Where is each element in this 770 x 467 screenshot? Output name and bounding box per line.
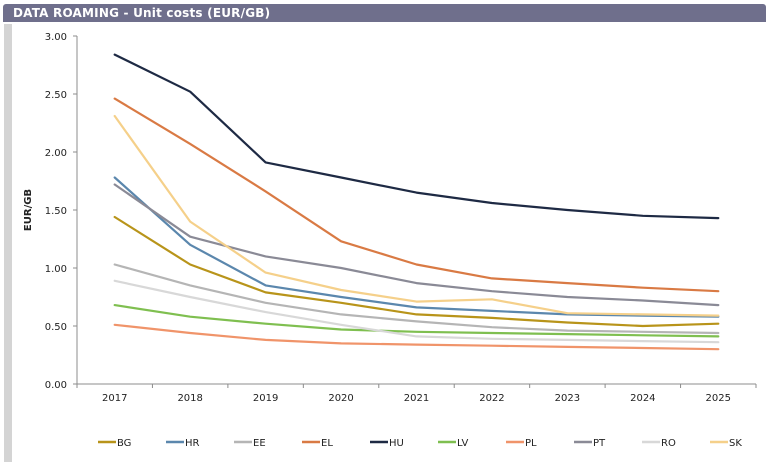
y-tick-label: 3.00 <box>45 32 67 43</box>
y-tick-label: 2.50 <box>45 90 67 101</box>
legend-label: LV <box>457 438 468 449</box>
y-tick-label: 1.00 <box>45 264 67 275</box>
x-tick-label: 2022 <box>479 393 504 404</box>
legend-item-hr: HR <box>166 438 200 449</box>
legend-label: SK <box>729 438 742 449</box>
legend-item-pt: PT <box>574 438 606 449</box>
series-line-ro <box>113 279 720 344</box>
legend-item-ro: RO <box>642 438 676 449</box>
x-tick-label: 2023 <box>555 393 580 404</box>
legend-label: EE <box>253 438 266 449</box>
legend-item-sk: SK <box>710 438 742 449</box>
series-line-el <box>113 97 720 293</box>
y-tick-label: 1.50 <box>45 206 67 217</box>
x-axis: 2017 2018 2019 2020 2021 2022 2023 2024 2025 <box>76 383 757 404</box>
x-tick-label: 2025 <box>706 393 731 404</box>
legend-item-hu: HU <box>370 438 404 449</box>
y-axis: 0.00 0.50 1.00 1.50 2.00 2.50 3.00 <box>45 32 78 391</box>
legend-label: HU <box>389 438 404 449</box>
series-line-ee <box>113 263 720 335</box>
legend: BG HR EE EL HU LV PL PT RO SK <box>98 438 742 449</box>
chart-header-bar: DATA ROAMING - Unit costs (EUR/GB) <box>3 4 766 22</box>
series-line-hr <box>113 176 720 318</box>
x-tick-label: 2017 <box>102 393 127 404</box>
legend-label: PT <box>593 438 606 449</box>
x-tick-label: 2020 <box>328 393 353 404</box>
y-tick-label: 2.00 <box>45 148 67 159</box>
left-frame-strip <box>4 24 12 462</box>
series-line-sk <box>113 114 720 317</box>
y-axis-title: EUR/GB <box>23 189 34 231</box>
y-tick-label: 0.00 <box>45 380 67 391</box>
series-lines <box>113 53 720 351</box>
y-tick-label: 0.50 <box>45 322 67 333</box>
series-line-hu <box>113 53 720 220</box>
legend-item-lv: LV <box>438 438 468 449</box>
legend-label: HR <box>185 438 200 449</box>
x-tick-label: 2019 <box>253 393 278 404</box>
x-tick-label: 2018 <box>177 393 202 404</box>
legend-label: BG <box>117 438 131 449</box>
legend-label: PL <box>525 438 537 449</box>
series-line-pl <box>113 323 720 351</box>
chart-title: DATA ROAMING - Unit costs (EUR/GB) <box>13 6 271 20</box>
legend-item-bg: BG <box>98 438 131 449</box>
legend-item-pl: PL <box>506 438 537 449</box>
series-line-lv <box>113 304 720 338</box>
x-tick-label: 2024 <box>630 393 655 404</box>
legend-item-ee: EE <box>234 438 266 449</box>
legend-label: EL <box>321 438 333 449</box>
series-line-bg <box>113 215 720 328</box>
legend-label: RO <box>661 438 676 449</box>
series-line-pt <box>113 183 720 307</box>
legend-item-el: EL <box>302 438 333 449</box>
x-tick-label: 2021 <box>404 393 429 404</box>
